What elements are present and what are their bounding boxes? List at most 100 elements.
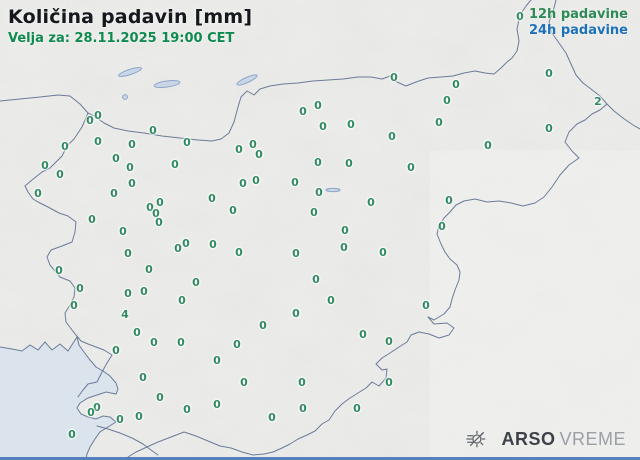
station-value: 0 <box>150 335 158 349</box>
legend-12h-padavine[interactable]: 12h padavine <box>528 7 628 22</box>
station-value: 0 <box>516 9 524 23</box>
station-value: 0 <box>128 176 136 190</box>
station-value: 0 <box>171 157 179 171</box>
station-value: 2 <box>594 94 602 108</box>
station-value: 0 <box>314 155 322 169</box>
station-value: 0 <box>139 370 147 384</box>
station-value: 0 <box>443 93 451 107</box>
station-value: 0 <box>312 272 320 286</box>
station-value: 0 <box>390 70 398 84</box>
station-value: 0 <box>145 262 153 276</box>
station-value: 0 <box>124 246 132 260</box>
station-value: 0 <box>93 400 101 414</box>
station-value: 0 <box>146 200 154 214</box>
station-value: 0 <box>314 98 322 112</box>
station-value: 0 <box>178 293 186 307</box>
station-value: 0 <box>299 401 307 415</box>
valid-time-label: Velja za: 28.11.2025 19:00 CET <box>8 31 235 46</box>
station-value: 0 <box>435 115 443 129</box>
station-value: 0 <box>252 173 260 187</box>
station-value: 0 <box>68 427 76 441</box>
station-value: 0 <box>340 240 348 254</box>
station-value: 0 <box>379 245 387 259</box>
station-value: 0 <box>235 245 243 259</box>
station-value: 0 <box>94 108 102 122</box>
station-value: 0 <box>124 286 132 300</box>
page-title: Količina padavin [mm] <box>8 6 253 28</box>
station-value: 0 <box>545 66 553 80</box>
station-value: 0 <box>327 293 335 307</box>
station-value: 0 <box>128 137 136 151</box>
sun-icon <box>466 430 486 448</box>
station-value: 0 <box>298 375 306 389</box>
station-value: 0 <box>255 147 263 161</box>
station-value: 0 <box>345 156 353 170</box>
station-value: 0 <box>292 306 300 320</box>
station-value: 0 <box>174 241 182 255</box>
station-value: 4 <box>121 307 129 321</box>
station-value: 0 <box>233 337 241 351</box>
station-value: 0 <box>55 263 63 277</box>
header: Količina padavin [mm] Velja za: 28.11.20… <box>8 6 252 46</box>
station-value: 0 <box>155 215 163 229</box>
sea-area <box>0 337 118 460</box>
station-value: 0 <box>239 176 247 190</box>
station-value: 0 <box>310 205 318 219</box>
station-value: 0 <box>156 195 164 209</box>
station-value: 0 <box>240 375 248 389</box>
station-value: 0 <box>438 219 446 233</box>
arso-vreme-branding: ARSO VREME <box>465 428 626 450</box>
station-value: 0 <box>133 325 141 339</box>
station-value: 0 <box>192 275 200 289</box>
station-value: 0 <box>235 142 243 156</box>
station-value: 0 <box>88 212 96 226</box>
station-value: 0 <box>34 186 42 200</box>
station-value: 0 <box>110 186 118 200</box>
station-value: 0 <box>152 206 160 220</box>
station-value: 0 <box>268 410 276 424</box>
legend-24h-padavine[interactable]: 24h padavine <box>528 23 628 38</box>
station-value: 0 <box>545 121 553 135</box>
station-value: 0 <box>156 390 164 404</box>
station-value: 0 <box>291 175 299 189</box>
station-value: 0 <box>208 191 216 205</box>
station-value: 0 <box>76 281 84 295</box>
station-value: 0 <box>319 119 327 133</box>
station-value: 0 <box>259 318 267 332</box>
station-value: 0 <box>56 167 64 181</box>
station-value: 0 <box>359 327 367 341</box>
station-value: 0 <box>452 77 460 91</box>
station-value: 0 <box>445 193 453 207</box>
lakes <box>118 67 341 193</box>
coastline <box>0 335 119 460</box>
station-value: 0 <box>183 135 191 149</box>
station-value: 0 <box>183 402 191 416</box>
lowland-shade <box>430 150 640 460</box>
station-value: 0 <box>385 334 393 348</box>
station-value: 0 <box>140 284 148 298</box>
station-value: 0 <box>149 123 157 137</box>
brand-arso: ARSO <box>501 428 556 449</box>
station-value: 0 <box>213 397 221 411</box>
station-value: 0 <box>353 401 361 415</box>
station-value: 0 <box>112 151 120 165</box>
station-value: 0 <box>70 298 78 312</box>
station-value: 0 <box>182 236 190 250</box>
precip-period-legend: 12h padavine 24h padavine <box>529 7 628 39</box>
station-value: 0 <box>213 353 221 367</box>
brand-vreme: VREME <box>559 428 626 449</box>
station-value: 0 <box>86 113 94 127</box>
station-value: 0 <box>61 139 69 153</box>
station-value: 0 <box>94 134 102 148</box>
station-value: 0 <box>422 298 430 312</box>
station-value: 0 <box>126 160 134 174</box>
brand-text: ARSO VREME <box>501 429 626 450</box>
station-value: 0 <box>116 412 124 426</box>
station-value: 0 <box>388 129 396 143</box>
station-value: 0 <box>341 223 349 237</box>
station-value: 0 <box>407 160 415 174</box>
